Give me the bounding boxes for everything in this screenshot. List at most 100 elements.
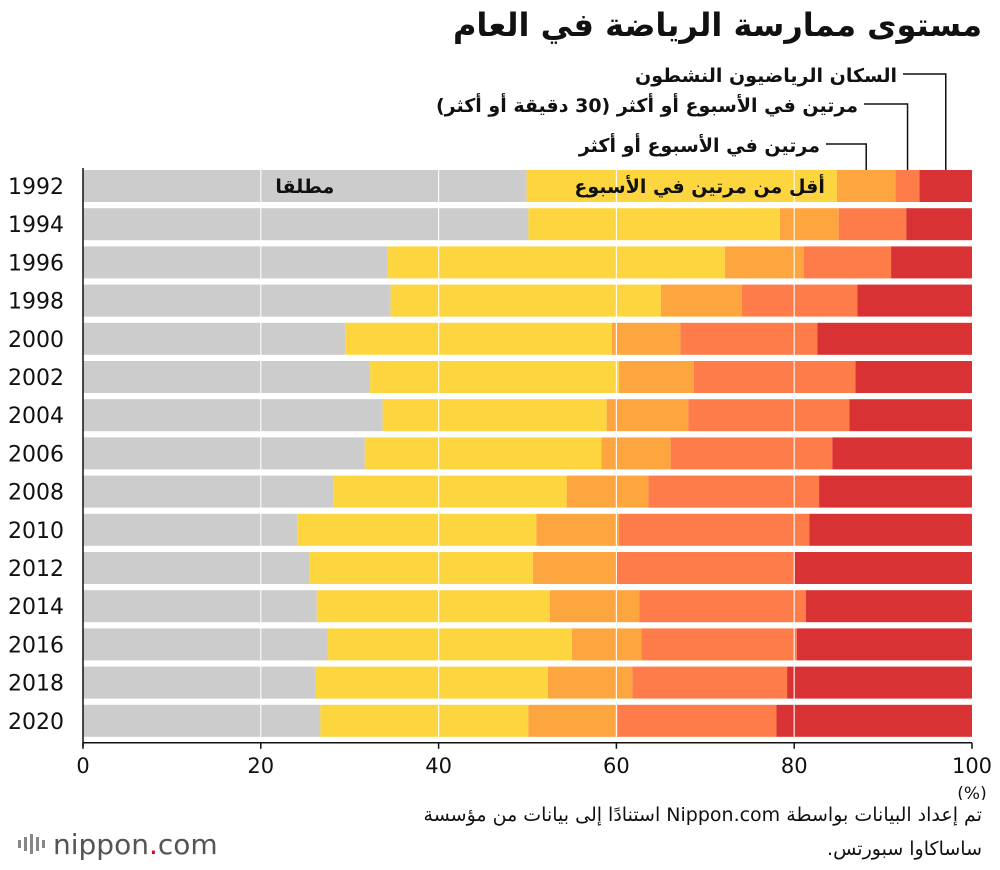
year-label-2006: 2006 <box>8 442 64 467</box>
bar-1998-twice_30min <box>741 284 858 317</box>
bar-2010-active <box>809 513 972 546</box>
bar-1992-twice_or_more <box>836 170 896 202</box>
bar-2010-twice_30min <box>619 513 810 546</box>
bar-2000-twice_30min <box>680 322 818 355</box>
bar-2012-twice_30min <box>615 552 795 584</box>
bar-2002-none <box>83 361 371 393</box>
year-label-1996: 1996 <box>8 251 64 276</box>
logo-name: nippon <box>53 827 149 861</box>
leader-line-active <box>903 73 947 170</box>
bar-2016-twice_30min <box>641 628 797 661</box>
bar-1994-twice_or_more <box>779 208 839 241</box>
year-label-1992: 1992 <box>8 175 64 200</box>
bar-2014-none <box>83 590 317 623</box>
bar-2000-none <box>83 322 346 355</box>
bar-2004-twice_or_more <box>606 399 689 432</box>
legend-label-active: السكان الرياضيون النشطون <box>635 65 897 87</box>
chart: 1992199419961998200020022004200620082010… <box>8 65 992 800</box>
logo-bars-icon <box>18 834 45 854</box>
chart-title: مستوى ممارسة الرياضة في العام <box>452 6 982 44</box>
bar-2002-twice_or_more <box>619 361 694 393</box>
x-tick-label-0: 0 <box>76 754 89 778</box>
bar-2012-twice_or_more <box>532 552 616 584</box>
x-tick-label-80: 80 <box>781 754 808 778</box>
bar-2018-active <box>787 666 972 699</box>
bar-2014-twice_or_more <box>549 590 640 623</box>
bar-1998-twice_or_more <box>660 284 742 317</box>
bar-1992-less_than_twice <box>526 170 837 202</box>
bar-2016-active <box>796 628 972 661</box>
bar-2012-active <box>794 552 972 584</box>
bar-2018-twice_30min <box>632 666 788 699</box>
bar-1996-twice_or_more <box>724 246 804 279</box>
bar-2008-active <box>819 475 972 508</box>
bar-2018-twice_or_more <box>547 666 633 699</box>
bar-1994-twice_30min <box>838 208 907 241</box>
bar-2000-active <box>817 322 972 355</box>
bar-1998-active <box>857 284 972 317</box>
logo-suffix: com <box>157 827 218 861</box>
bar-2016-less_than_twice <box>327 628 572 661</box>
bar-1992-twice_30min <box>895 170 920 202</box>
bar-1998-none <box>83 284 391 317</box>
x-tick-label-40: 40 <box>425 754 452 778</box>
bar-2006-active <box>832 437 972 470</box>
year-label-1994: 1994 <box>8 213 64 238</box>
bar-2002-active <box>855 361 972 393</box>
leader-line-twice_30min <box>864 103 909 170</box>
bar-2010-twice_or_more <box>536 513 620 546</box>
year-label-2018: 2018 <box>8 672 64 697</box>
year-label-2020: 2020 <box>8 710 64 735</box>
year-label-2016: 2016 <box>8 633 64 658</box>
bar-2014-twice_30min <box>639 590 806 623</box>
bar-1994-active <box>906 208 972 241</box>
year-label-2008: 2008 <box>8 481 64 506</box>
bar-1996-less_than_twice <box>387 246 725 279</box>
source-note: تم إعداد البيانات بواسطة Nippon.com استن… <box>423 804 982 860</box>
bar-1996-none <box>83 246 388 279</box>
bar-2016-none <box>83 628 328 661</box>
bar-1994-less_than_twice <box>528 208 780 241</box>
bar-2004-twice_30min <box>688 399 850 432</box>
bar-1992-active <box>919 170 972 202</box>
x-tick-label-100: 100 <box>952 754 992 778</box>
x-tick-label-60: 60 <box>603 754 630 778</box>
year-label-2010: 2010 <box>8 519 64 544</box>
bar-2012-none <box>83 552 310 584</box>
legend-label-twice_or_more: مرتين في الأسبوع أو أكثر <box>578 133 820 157</box>
series-label-less-than-twice: أقل من مرتين في الأسبوع <box>574 174 824 198</box>
series-label-none: مطلقا <box>275 176 334 198</box>
bar-1992-none <box>83 170 527 202</box>
bar-2014-less_than_twice <box>316 590 550 623</box>
bar-2020-active <box>776 704 972 737</box>
year-label-2012: 2012 <box>8 557 64 582</box>
year-label-2002: 2002 <box>8 366 64 391</box>
bar-2018-none <box>83 666 316 699</box>
bar-2000-twice_or_more <box>611 322 681 355</box>
year-label-2004: 2004 <box>8 404 64 429</box>
bar-1996-active <box>891 246 972 279</box>
nippon-logo: nippon. com <box>18 826 218 862</box>
year-label-1998: 1998 <box>8 290 64 315</box>
bar-2016-twice_or_more <box>571 628 642 661</box>
bar-2010-none <box>83 513 298 546</box>
bar-2000-less_than_twice <box>345 322 612 355</box>
bar-2020-less_than_twice <box>320 704 529 737</box>
x-tick-label-20: 20 <box>247 754 274 778</box>
bar-2004-less_than_twice <box>382 399 607 432</box>
year-label-2014: 2014 <box>8 595 64 620</box>
logo-dot: . <box>148 827 158 861</box>
bar-2008-none <box>83 475 334 508</box>
bar-2004-active <box>849 399 972 432</box>
bar-2020-none <box>83 704 321 737</box>
legend-label-twice_30min: مرتين في الأسبوع أو أكثر (30 دقيقة أو أك… <box>436 93 858 117</box>
bar-2006-twice_or_more <box>601 437 671 470</box>
bar-2008-twice_or_more <box>566 475 649 508</box>
year-label-2000: 2000 <box>8 328 64 353</box>
bar-2020-twice_or_more <box>528 704 618 737</box>
bar-2006-less_than_twice <box>364 437 602 470</box>
bar-1994-none <box>83 208 529 241</box>
bar-2010-less_than_twice <box>297 513 537 546</box>
leader-line-twice_or_more <box>826 143 867 170</box>
bar-2012-less_than_twice <box>309 552 533 584</box>
